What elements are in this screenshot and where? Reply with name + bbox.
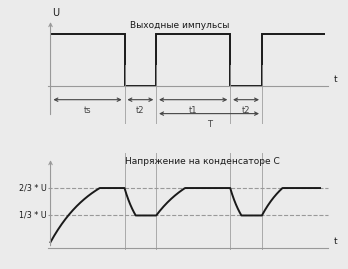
Text: Выходные импульсы: Выходные импульсы bbox=[130, 21, 229, 30]
Text: Напряжение на конденсаторе C: Напряжение на конденсаторе C bbox=[125, 157, 280, 166]
Text: t2: t2 bbox=[242, 106, 250, 115]
Text: t: t bbox=[333, 237, 337, 246]
Text: t2: t2 bbox=[136, 106, 145, 115]
Text: t: t bbox=[333, 76, 337, 84]
Text: t1: t1 bbox=[189, 106, 197, 115]
Text: 2/3 * U: 2/3 * U bbox=[19, 183, 47, 193]
Text: T: T bbox=[207, 120, 212, 129]
Text: U: U bbox=[52, 8, 59, 18]
Text: ts: ts bbox=[84, 106, 91, 115]
Text: 1/3 * U: 1/3 * U bbox=[19, 211, 47, 220]
